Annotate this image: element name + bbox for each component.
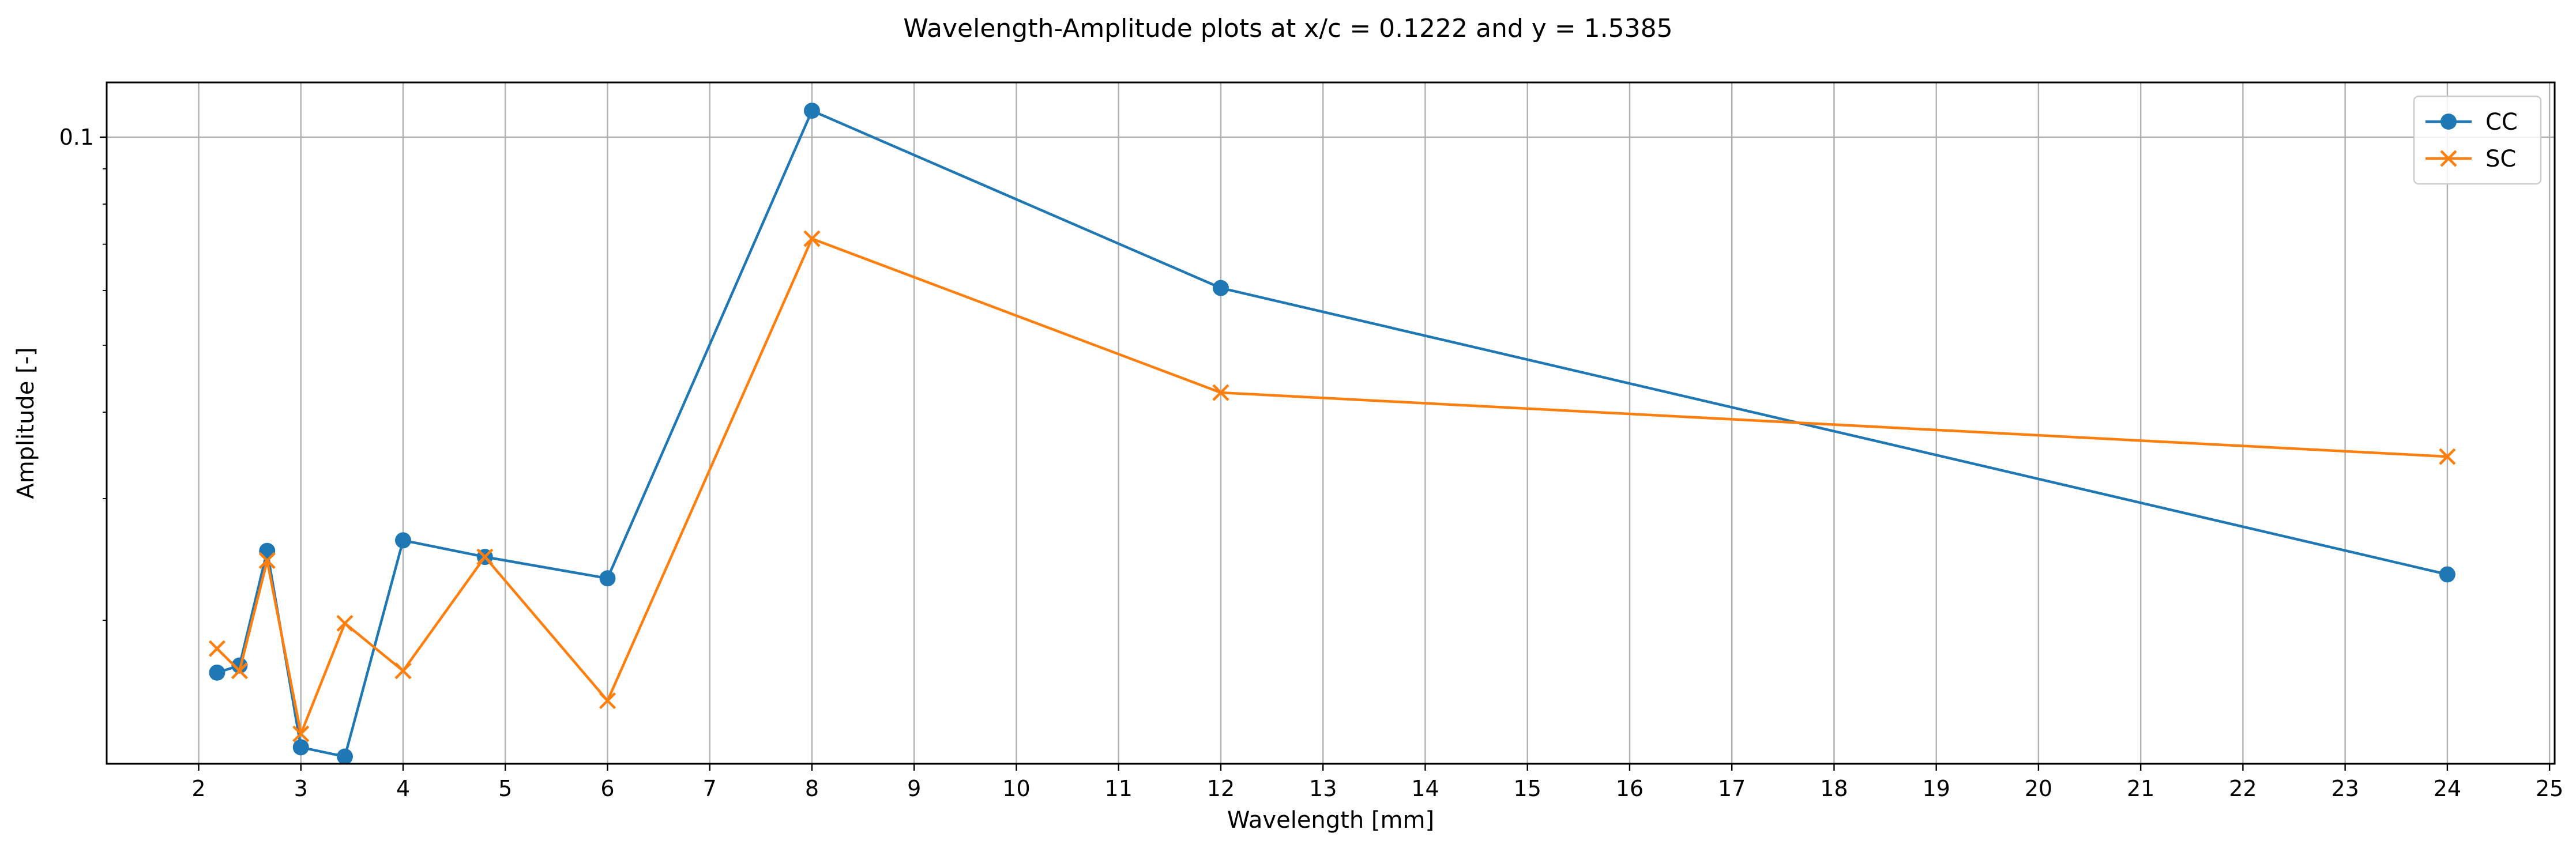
data-point xyxy=(599,692,616,710)
legend-marker-sc xyxy=(2440,150,2457,167)
x-tick-label: 23 xyxy=(2331,776,2359,801)
x-tick-label: 21 xyxy=(2127,776,2154,801)
x-tick-label: 17 xyxy=(1718,776,1746,801)
data-point xyxy=(599,570,616,587)
legend-label-cc: CC xyxy=(2485,109,2518,135)
y-axis-label: Amplitude [-] xyxy=(13,347,39,499)
x-tick-label: 22 xyxy=(2229,776,2257,801)
plot-frame xyxy=(106,81,2556,765)
x-tick-label: 12 xyxy=(1207,776,1235,801)
data-point xyxy=(209,664,225,681)
x-tick-label: 25 xyxy=(2536,776,2563,801)
data-point xyxy=(2439,448,2456,465)
x-tick-label: 5 xyxy=(498,776,512,801)
data-point xyxy=(395,532,412,549)
data-point xyxy=(208,640,226,657)
data-point xyxy=(292,739,309,756)
x-tick-label: 11 xyxy=(1105,776,1133,801)
x-tick-label: 16 xyxy=(1616,776,1644,801)
ticks: 2 3 4 5 6 7 8 9 10 11 12 13 14 15 16 17 18 19 20 21 22 23 24 25… xyxy=(59,125,2564,801)
x-tick-label: 9 xyxy=(907,776,921,801)
x-tick-label: 15 xyxy=(1514,776,1541,801)
x-tick-label: 2 xyxy=(191,776,205,801)
data-point xyxy=(258,552,276,570)
series-layer xyxy=(208,103,2456,765)
data-point xyxy=(336,614,354,632)
chart-title: Wavelength-Amplitude plots at x/c = 0.12… xyxy=(903,14,1672,43)
x-tick-label: 3 xyxy=(294,776,308,801)
legend-label-sc: SC xyxy=(2485,146,2516,172)
data-point xyxy=(336,748,353,765)
x-tick-label: 14 xyxy=(1411,776,1439,801)
x-tick-label: 8 xyxy=(805,776,819,801)
x-tick-label: 18 xyxy=(1820,776,1848,801)
data-point xyxy=(292,725,310,742)
x-tick-label: 7 xyxy=(703,776,717,801)
grid xyxy=(107,82,2555,764)
data-point xyxy=(231,662,249,680)
legend-frame xyxy=(2413,95,2542,185)
data-point xyxy=(476,548,494,565)
x-tick-label: 20 xyxy=(2025,776,2052,801)
x-tick-label: 4 xyxy=(396,776,410,801)
legend: CC SC xyxy=(2413,95,2542,185)
data-point xyxy=(803,230,821,247)
x-tick-label: 19 xyxy=(1922,776,1950,801)
x-tick-label: 6 xyxy=(600,776,614,801)
x-tick-label: 10 xyxy=(1002,776,1030,801)
x-tick-label: 24 xyxy=(2434,776,2461,801)
y-tick-label: 0.1 xyxy=(59,125,94,150)
data-point xyxy=(1212,384,1229,401)
data-point xyxy=(2439,566,2455,583)
legend-marker-cc xyxy=(2440,114,2457,130)
x-axis-label: Wavelength [mm] xyxy=(1227,807,1434,834)
series-sc xyxy=(208,230,2456,742)
x-tick-label: 13 xyxy=(1309,776,1337,801)
data-point xyxy=(803,103,820,119)
data-point xyxy=(1212,280,1229,296)
data-point xyxy=(394,662,412,680)
